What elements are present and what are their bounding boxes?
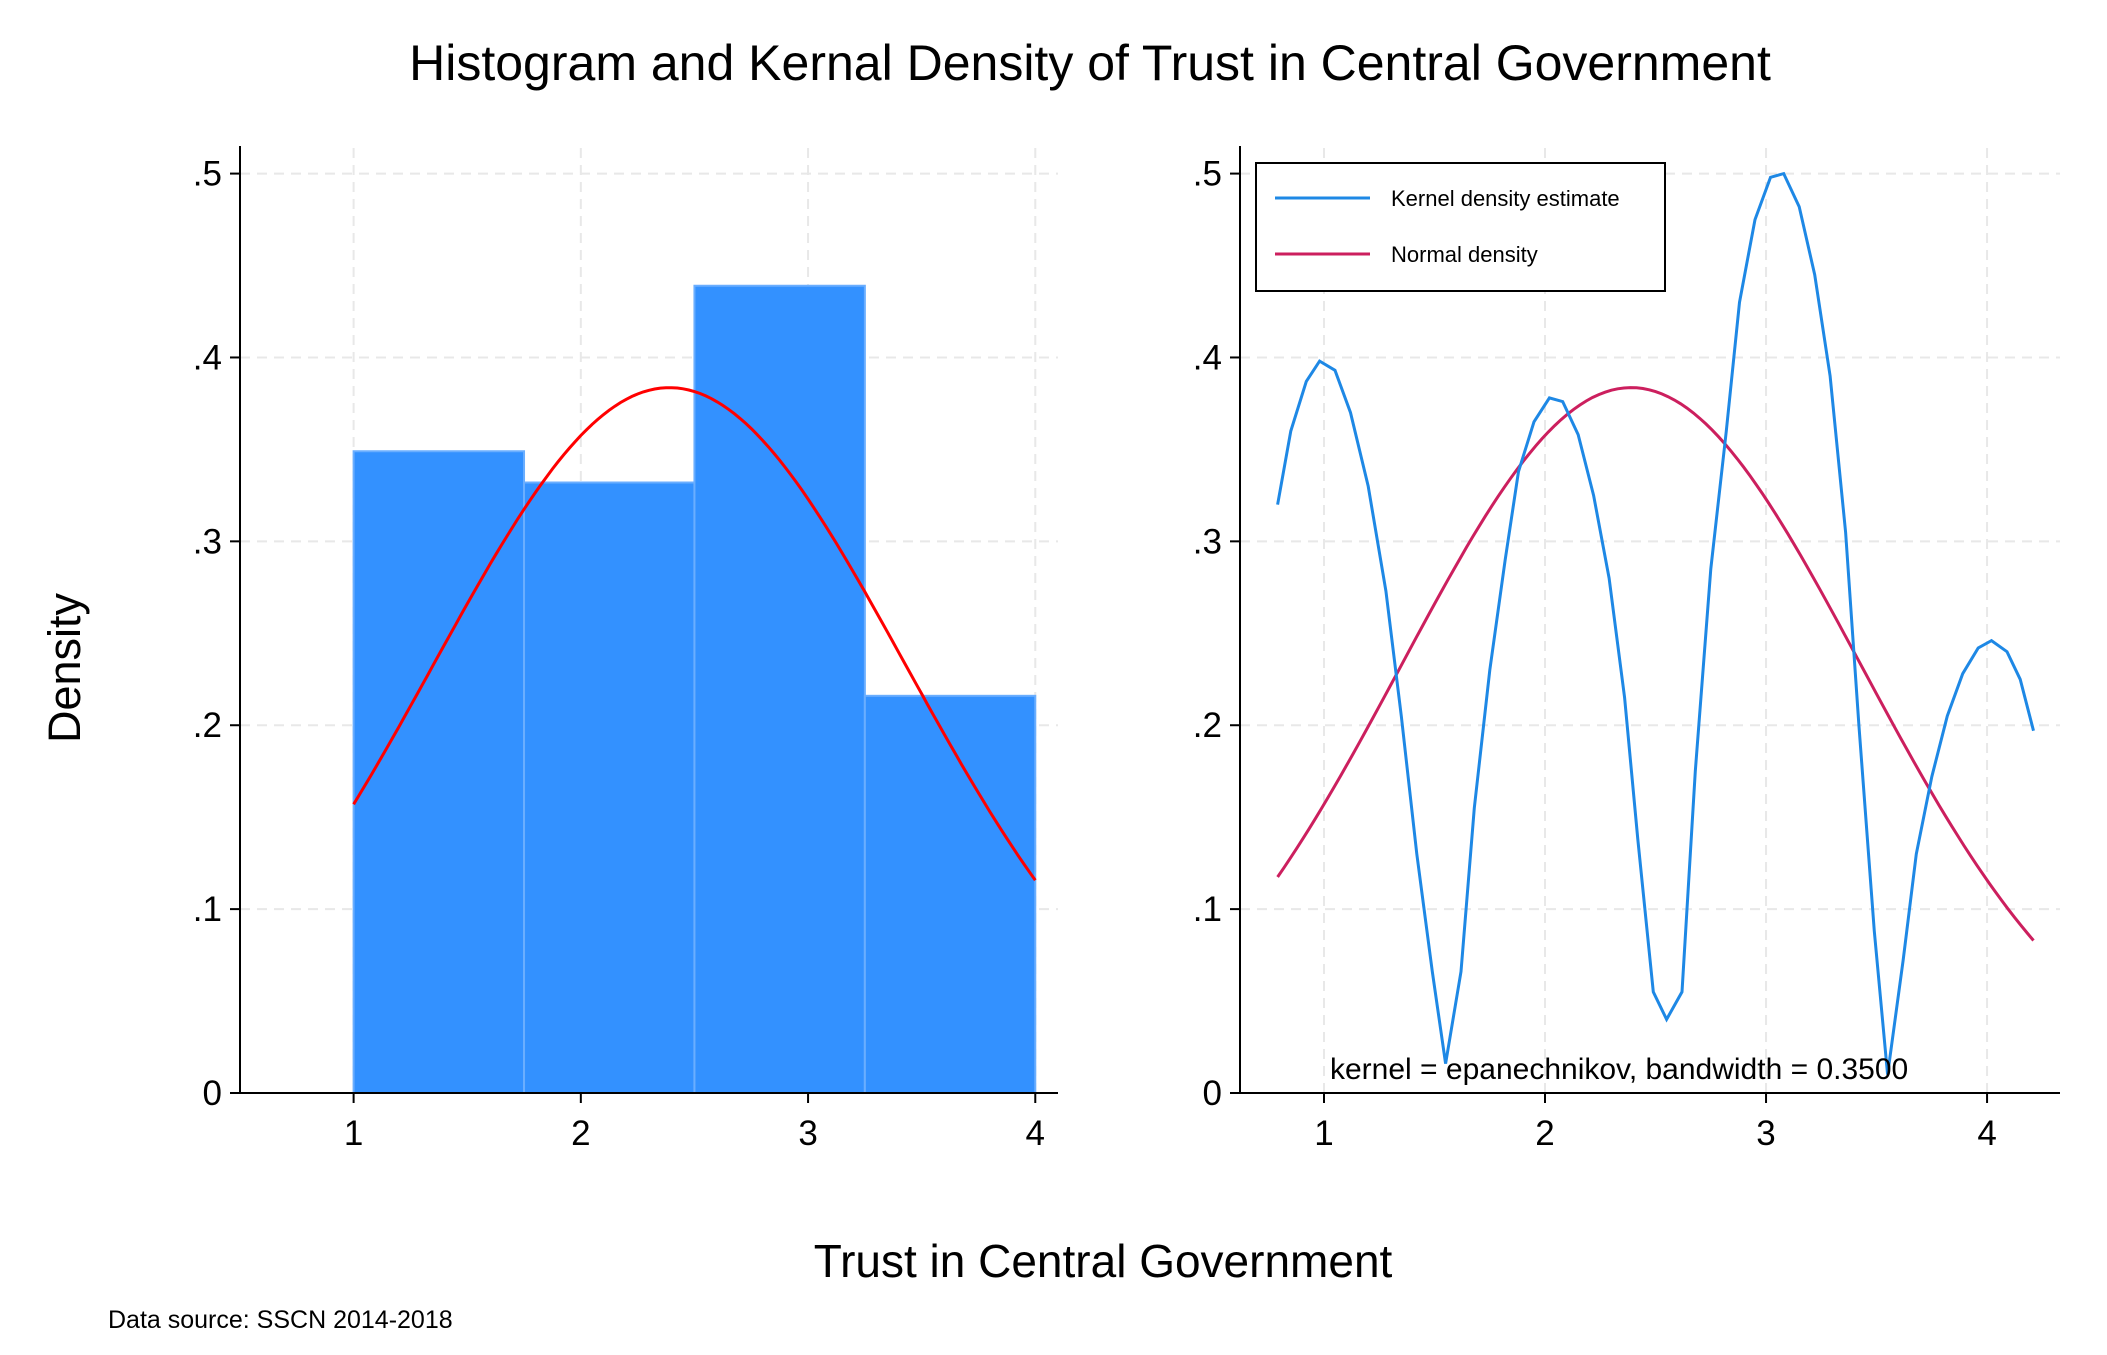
histogram-xtick-label: 4 — [1026, 1114, 1045, 1153]
histogram-xtick-label: 3 — [798, 1114, 817, 1153]
histogram-ytick-label: .1 — [193, 890, 222, 929]
kernel-density-line — [1276, 171, 2035, 1075]
histogram-bar — [693, 284, 866, 1094]
legend-box — [1255, 162, 1666, 292]
kernel-density-panel: 0 .1 .2 .3 .4 .5 1 2 3 4 Kernel density estimate … — [1193, 146, 2060, 1153]
kernel-ytick-label: .5 — [1193, 155, 1222, 194]
legend-label-kernel: Kernel density estimate — [1391, 186, 1620, 211]
kernel-ytick-label: .1 — [1193, 890, 1222, 929]
kernel-ytick-label: .2 — [1193, 706, 1222, 745]
kernel-xtick-label: 2 — [1535, 1114, 1554, 1153]
kernel-ytick-label: .4 — [1193, 338, 1222, 377]
kernel-xtick-label: 3 — [1756, 1114, 1775, 1153]
kernel-xtick-label: 4 — [1977, 1114, 1996, 1153]
histogram-bars — [352, 284, 1037, 1095]
histogram-ytick-label: .2 — [193, 706, 222, 745]
kernel-ytick-label: 0 — [1203, 1074, 1222, 1113]
legend-label-normal: Normal density — [1391, 242, 1538, 267]
histogram-xtick-label: 2 — [571, 1114, 590, 1153]
histogram-normal-curve — [352, 386, 1037, 882]
histogram-panel: 0 .1 .2 .3 .4 .5 1 2 3 4 — [193, 146, 1058, 1153]
histogram-xtick-label: 1 — [344, 1114, 363, 1153]
chart-title: Histogram and Kernal Density of Trust in… — [409, 35, 1771, 91]
y-axis-label: Density — [39, 592, 90, 743]
histogram-ytick-label: .3 — [193, 522, 222, 561]
legend: Kernel density estimate Normal density — [1255, 162, 1666, 292]
histogram-ytick-label: .5 — [193, 155, 222, 194]
normal-density-line — [1276, 386, 2035, 942]
histogram-ytick-label: .4 — [193, 338, 222, 377]
histogram-ytick-label: 0 — [203, 1074, 222, 1113]
footnote: Data source: SSCN 2014-2018 — [108, 1306, 453, 1334]
histogram-axes: 0 .1 .2 .3 .4 .5 1 2 3 4 — [193, 146, 1058, 1153]
kernel-ytick-label: .3 — [1193, 522, 1222, 561]
kernel-xtick-label: 1 — [1314, 1114, 1333, 1153]
kernel-axes: 0 .1 .2 .3 .4 .5 1 2 3 4 — [1193, 146, 2060, 1153]
histogram-bar — [863, 694, 1037, 1094]
x-axis-label: Trust in Central Government — [814, 1235, 1393, 1287]
kernel-note: kernel = epanechnikov, bandwidth = 0.350… — [1330, 1053, 1908, 1086]
histogram-bar — [523, 481, 696, 1095]
